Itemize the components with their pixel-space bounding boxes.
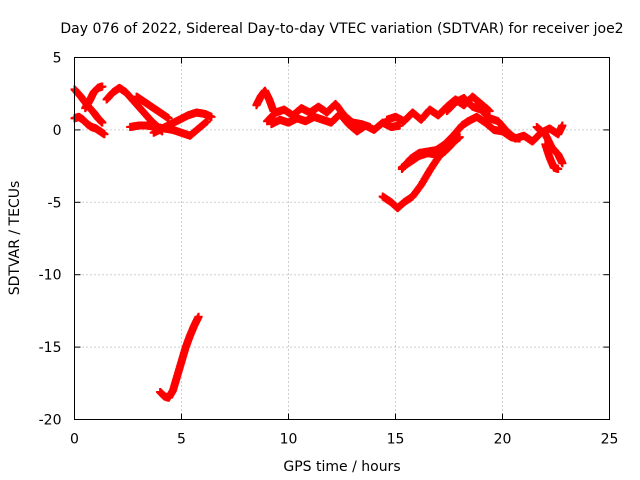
x-tick-label: 0 — [70, 432, 79, 448]
series-track-18 — [532, 123, 567, 168]
series-track-7 — [149, 108, 216, 137]
x-tick-label: 10 — [280, 432, 298, 448]
y-tick-label: 5 — [53, 51, 62, 67]
y-tick-label: -15 — [39, 340, 62, 356]
series-track-8 — [156, 312, 203, 402]
y-tick-label: -5 — [48, 195, 62, 211]
data-point — [449, 138, 458, 147]
series-track-1 — [70, 112, 109, 139]
data-point — [98, 118, 107, 127]
y-tick-label: -20 — [39, 413, 62, 429]
data-point — [100, 130, 109, 139]
y-axis-title: SDTVAR / TECUs — [7, 181, 23, 296]
series-track-19 — [541, 140, 563, 173]
chart-title: Day 076 of 2022, Sidereal Day-to-day VTE… — [60, 21, 623, 37]
data-point — [558, 159, 567, 168]
series-track-9 — [252, 86, 278, 116]
series-track-3 — [81, 82, 107, 113]
y-tick-label: -10 — [39, 268, 62, 284]
plot-frame — [74, 57, 610, 420]
x-tick-labels: 0 5 10 15 20 25 — [70, 432, 618, 448]
x-tick-label: 15 — [387, 432, 405, 448]
data-point — [554, 164, 563, 173]
data-point — [455, 133, 464, 142]
series-track-6 — [132, 92, 173, 123]
series-track-15 — [397, 138, 458, 172]
data-point — [194, 312, 203, 321]
series-track-17 — [464, 112, 524, 143]
x-tick-label: 25 — [601, 432, 619, 448]
data-point — [558, 121, 567, 130]
axis-ticks — [74, 57, 610, 420]
y-tick-label: 0 — [53, 123, 62, 139]
series-track-11 — [267, 109, 404, 136]
data-point — [98, 82, 107, 91]
y-tick-labels: 5 0 -5 -10 -15 -20 — [39, 51, 62, 429]
data-points — [70, 82, 567, 402]
x-tick-label: 5 — [177, 432, 186, 448]
x-tick-label: 20 — [494, 432, 512, 448]
data-point — [207, 112, 216, 121]
data-point — [515, 134, 524, 143]
x-axis-title: GPS time / hours — [283, 459, 400, 475]
